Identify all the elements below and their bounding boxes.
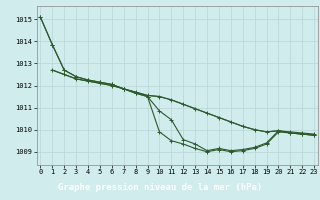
Text: Graphe pression niveau de la mer (hPa): Graphe pression niveau de la mer (hPa)	[58, 184, 262, 192]
